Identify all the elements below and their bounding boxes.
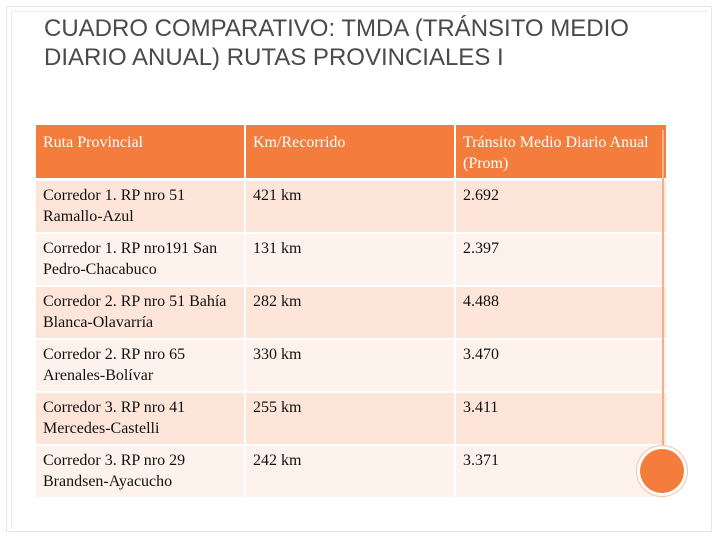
slide-frame-inner — [11, 11, 708, 529]
slide-title: CUADRO COMPARATIVO: TMDA (TRÁNSITO MEDIO… — [44, 15, 629, 71]
cell-tmda: 2.397 — [455, 233, 666, 287]
cell-km: 242 km — [245, 445, 456, 499]
decorative-side-bar — [662, 130, 664, 480]
table-row: Corredor 3. RP nro 41 Mercedes-Castelli … — [36, 392, 666, 446]
table-row: Corredor 2. RP nro 51 Bahía Blanca-Olava… — [36, 286, 666, 340]
header-transito-medio: Tránsito Medio Diario Anual (Prom) — [455, 125, 666, 181]
comparison-table: Ruta Provincial Km/Recorrido Tránsito Me… — [36, 125, 666, 499]
table-row: Corredor 1. RP nro 51 Ramallo-Azul 421 k… — [36, 179, 666, 234]
table-row: Corredor 1. RP nro191 San Pedro-Chacabuc… — [36, 233, 666, 287]
cell-ruta: Corredor 3. RP nro 29 Brandsen-Ayacucho — [36, 445, 246, 499]
table-row: Corredor 2. RP nro 65 Arenales-Bolívar 3… — [36, 339, 666, 393]
cell-km: 255 km — [245, 392, 456, 446]
cell-ruta: Corredor 3. RP nro 41 Mercedes-Castelli — [36, 392, 246, 446]
cell-tmda: 3.371 — [455, 445, 666, 499]
cell-ruta: Corredor 2. RP nro 51 Bahía Blanca-Olava… — [36, 286, 246, 340]
cell-tmda: 2.692 — [455, 179, 666, 234]
header-ruta-provincial: Ruta Provincial — [36, 125, 246, 181]
header-km-recorrido: Km/Recorrido — [245, 125, 456, 181]
cell-ruta: Corredor 1. RP nro191 San Pedro-Chacabuc… — [36, 233, 246, 287]
cell-tmda: 4.488 — [455, 286, 666, 340]
decorative-circle — [640, 449, 684, 493]
table-row: Corredor 3. RP nro 29 Brandsen-Ayacucho … — [36, 445, 666, 499]
table-header-row: Ruta Provincial Km/Recorrido Tránsito Me… — [36, 125, 666, 181]
cell-km: 282 km — [245, 286, 456, 340]
slide-frame — [6, 6, 712, 532]
cell-km: 330 km — [245, 339, 456, 393]
cell-km: 131 km — [245, 233, 456, 287]
cell-tmda: 3.411 — [455, 392, 666, 446]
cell-ruta: Corredor 2. RP nro 65 Arenales-Bolívar — [36, 339, 246, 393]
cell-tmda: 3.470 — [455, 339, 666, 393]
cell-ruta: Corredor 1. RP nro 51 Ramallo-Azul — [36, 179, 246, 234]
cell-km: 421 km — [245, 179, 456, 234]
